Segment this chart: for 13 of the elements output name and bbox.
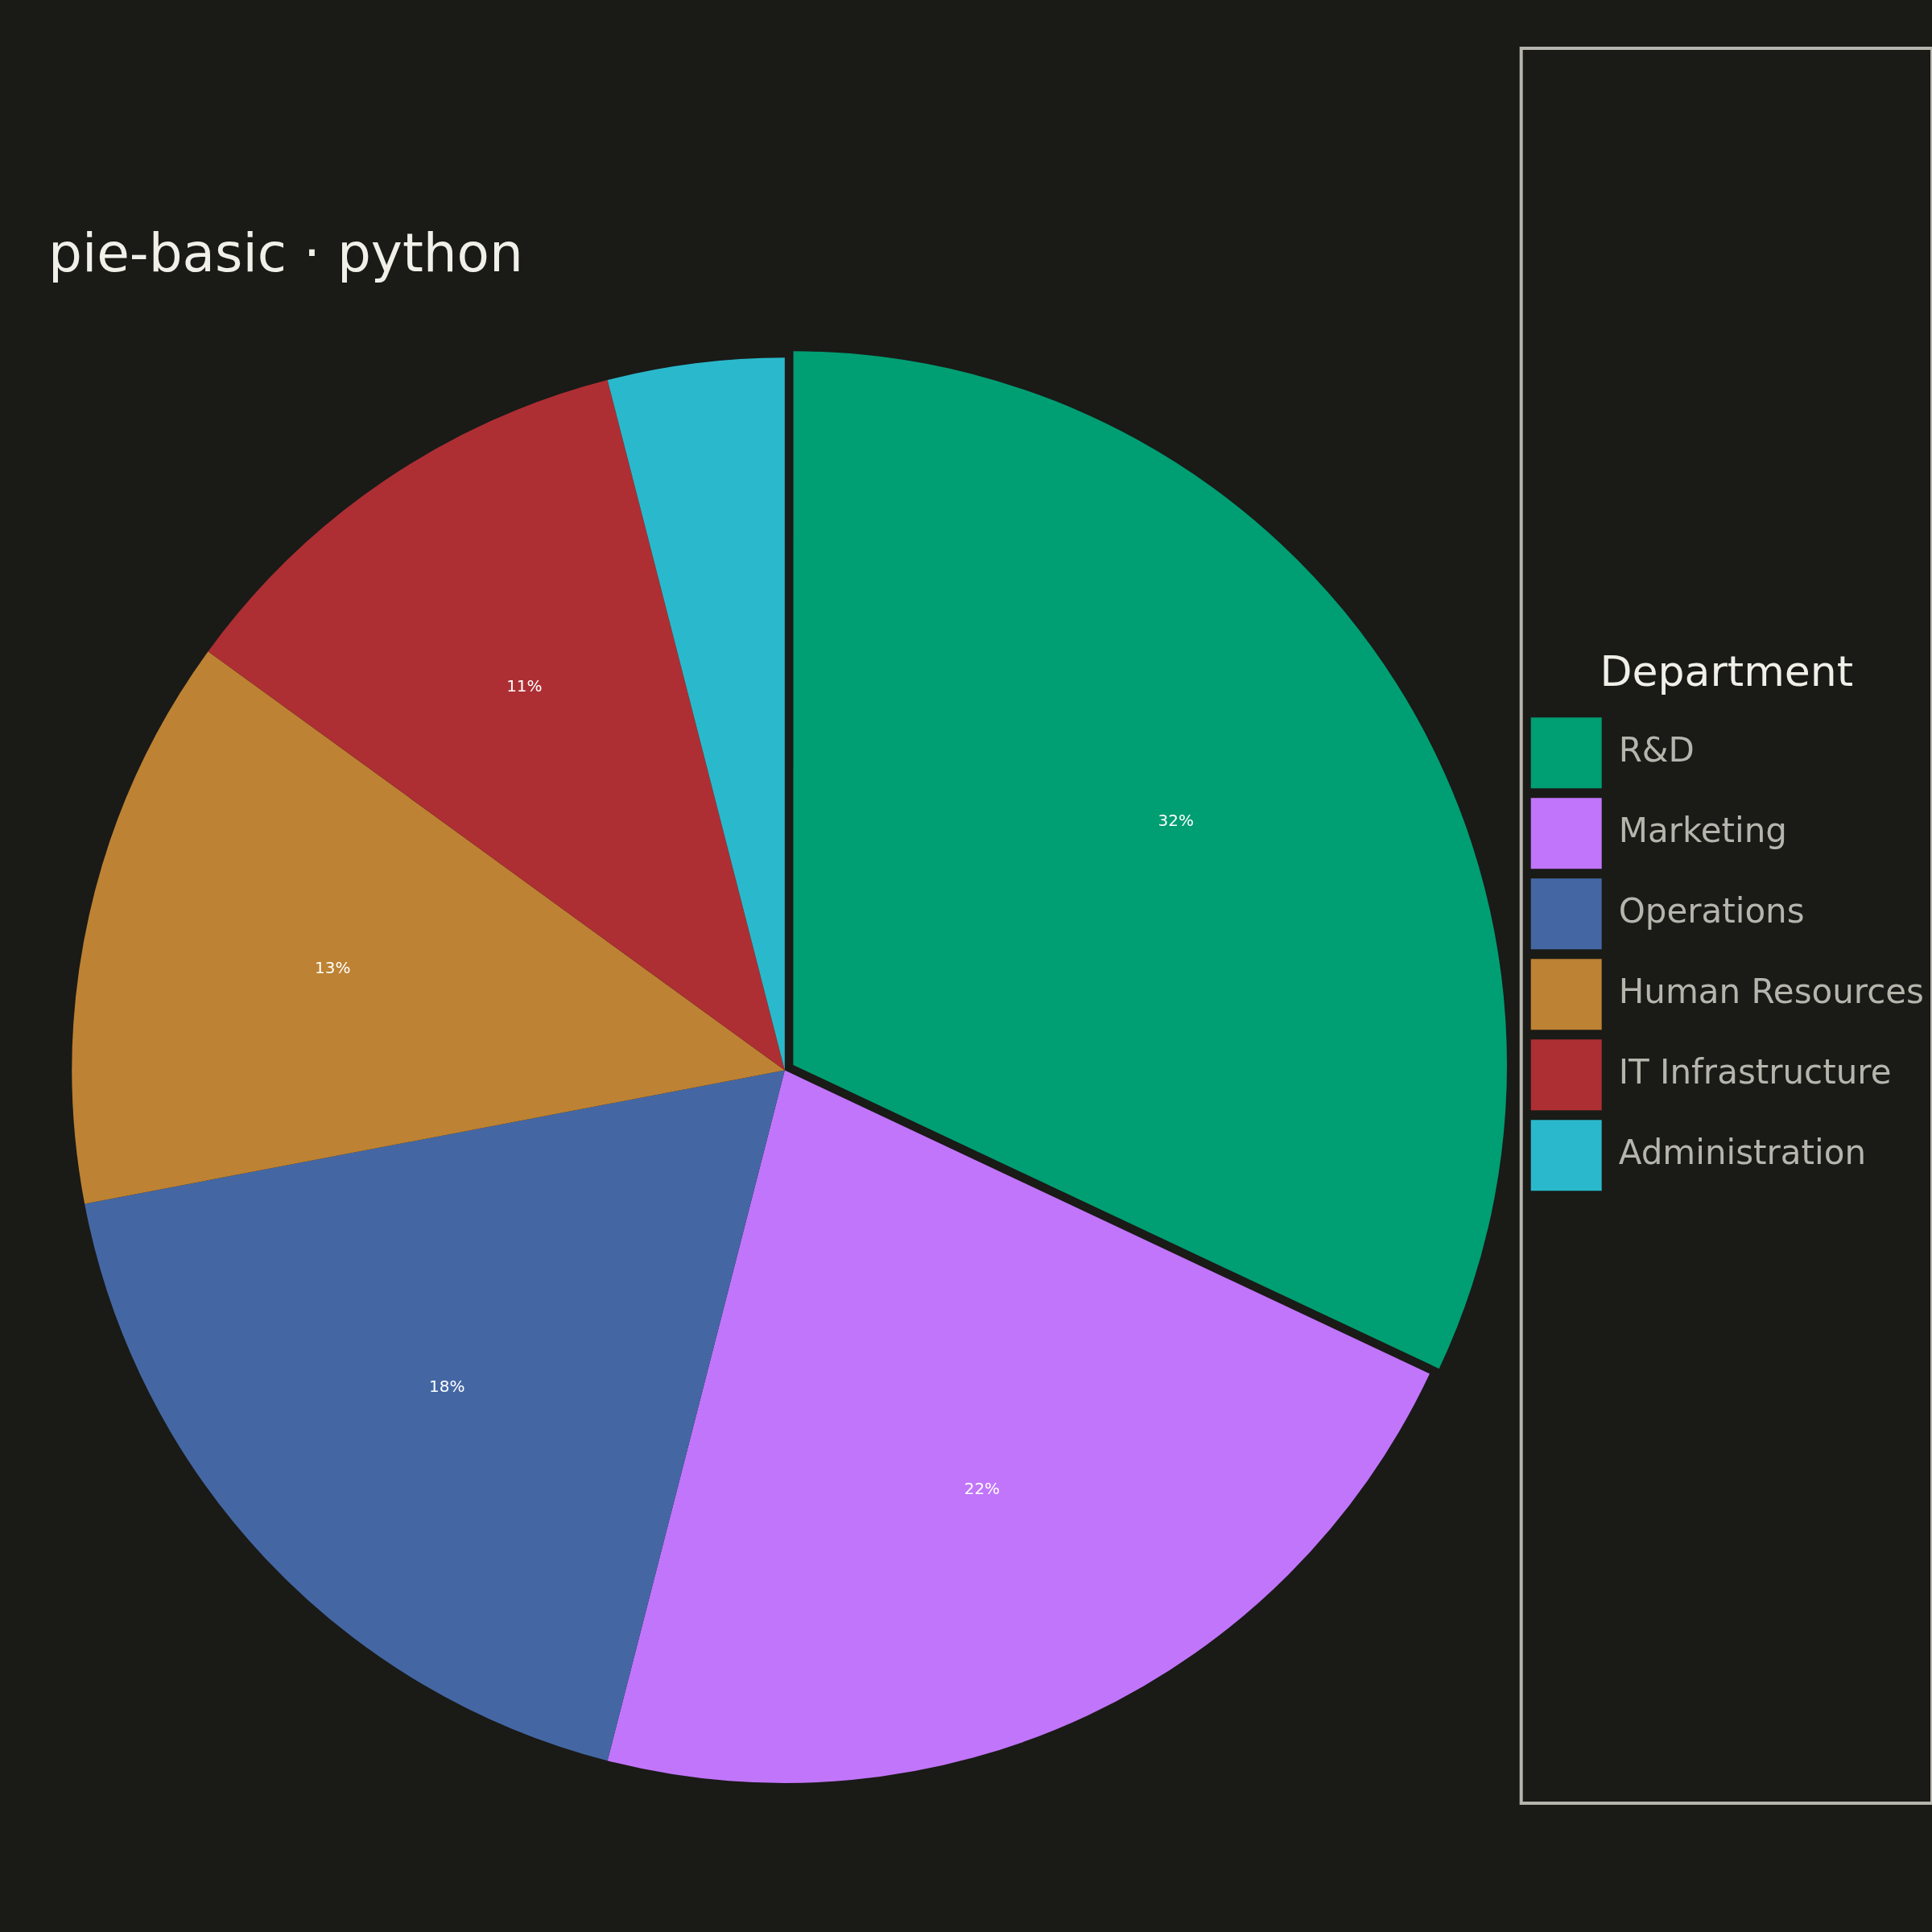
data-label: 22% xyxy=(964,1478,1001,1498)
legend-label: Operations xyxy=(1618,891,1805,931)
legend-label: Marketing xyxy=(1618,811,1788,851)
data-label: 11% xyxy=(506,675,543,696)
data-label: 32% xyxy=(1158,811,1194,831)
legend-label: R&D xyxy=(1618,730,1695,770)
legend-title: Department xyxy=(1600,647,1854,696)
data-label: 18% xyxy=(429,1376,465,1396)
data-label: 13% xyxy=(314,958,351,978)
legend-label: Administration xyxy=(1618,1133,1867,1173)
legend-label: Human Resources xyxy=(1618,972,1924,1012)
legend-label: IT Infrastructure xyxy=(1618,1052,1892,1092)
text: pie-basic · python xyxy=(48,221,523,284)
